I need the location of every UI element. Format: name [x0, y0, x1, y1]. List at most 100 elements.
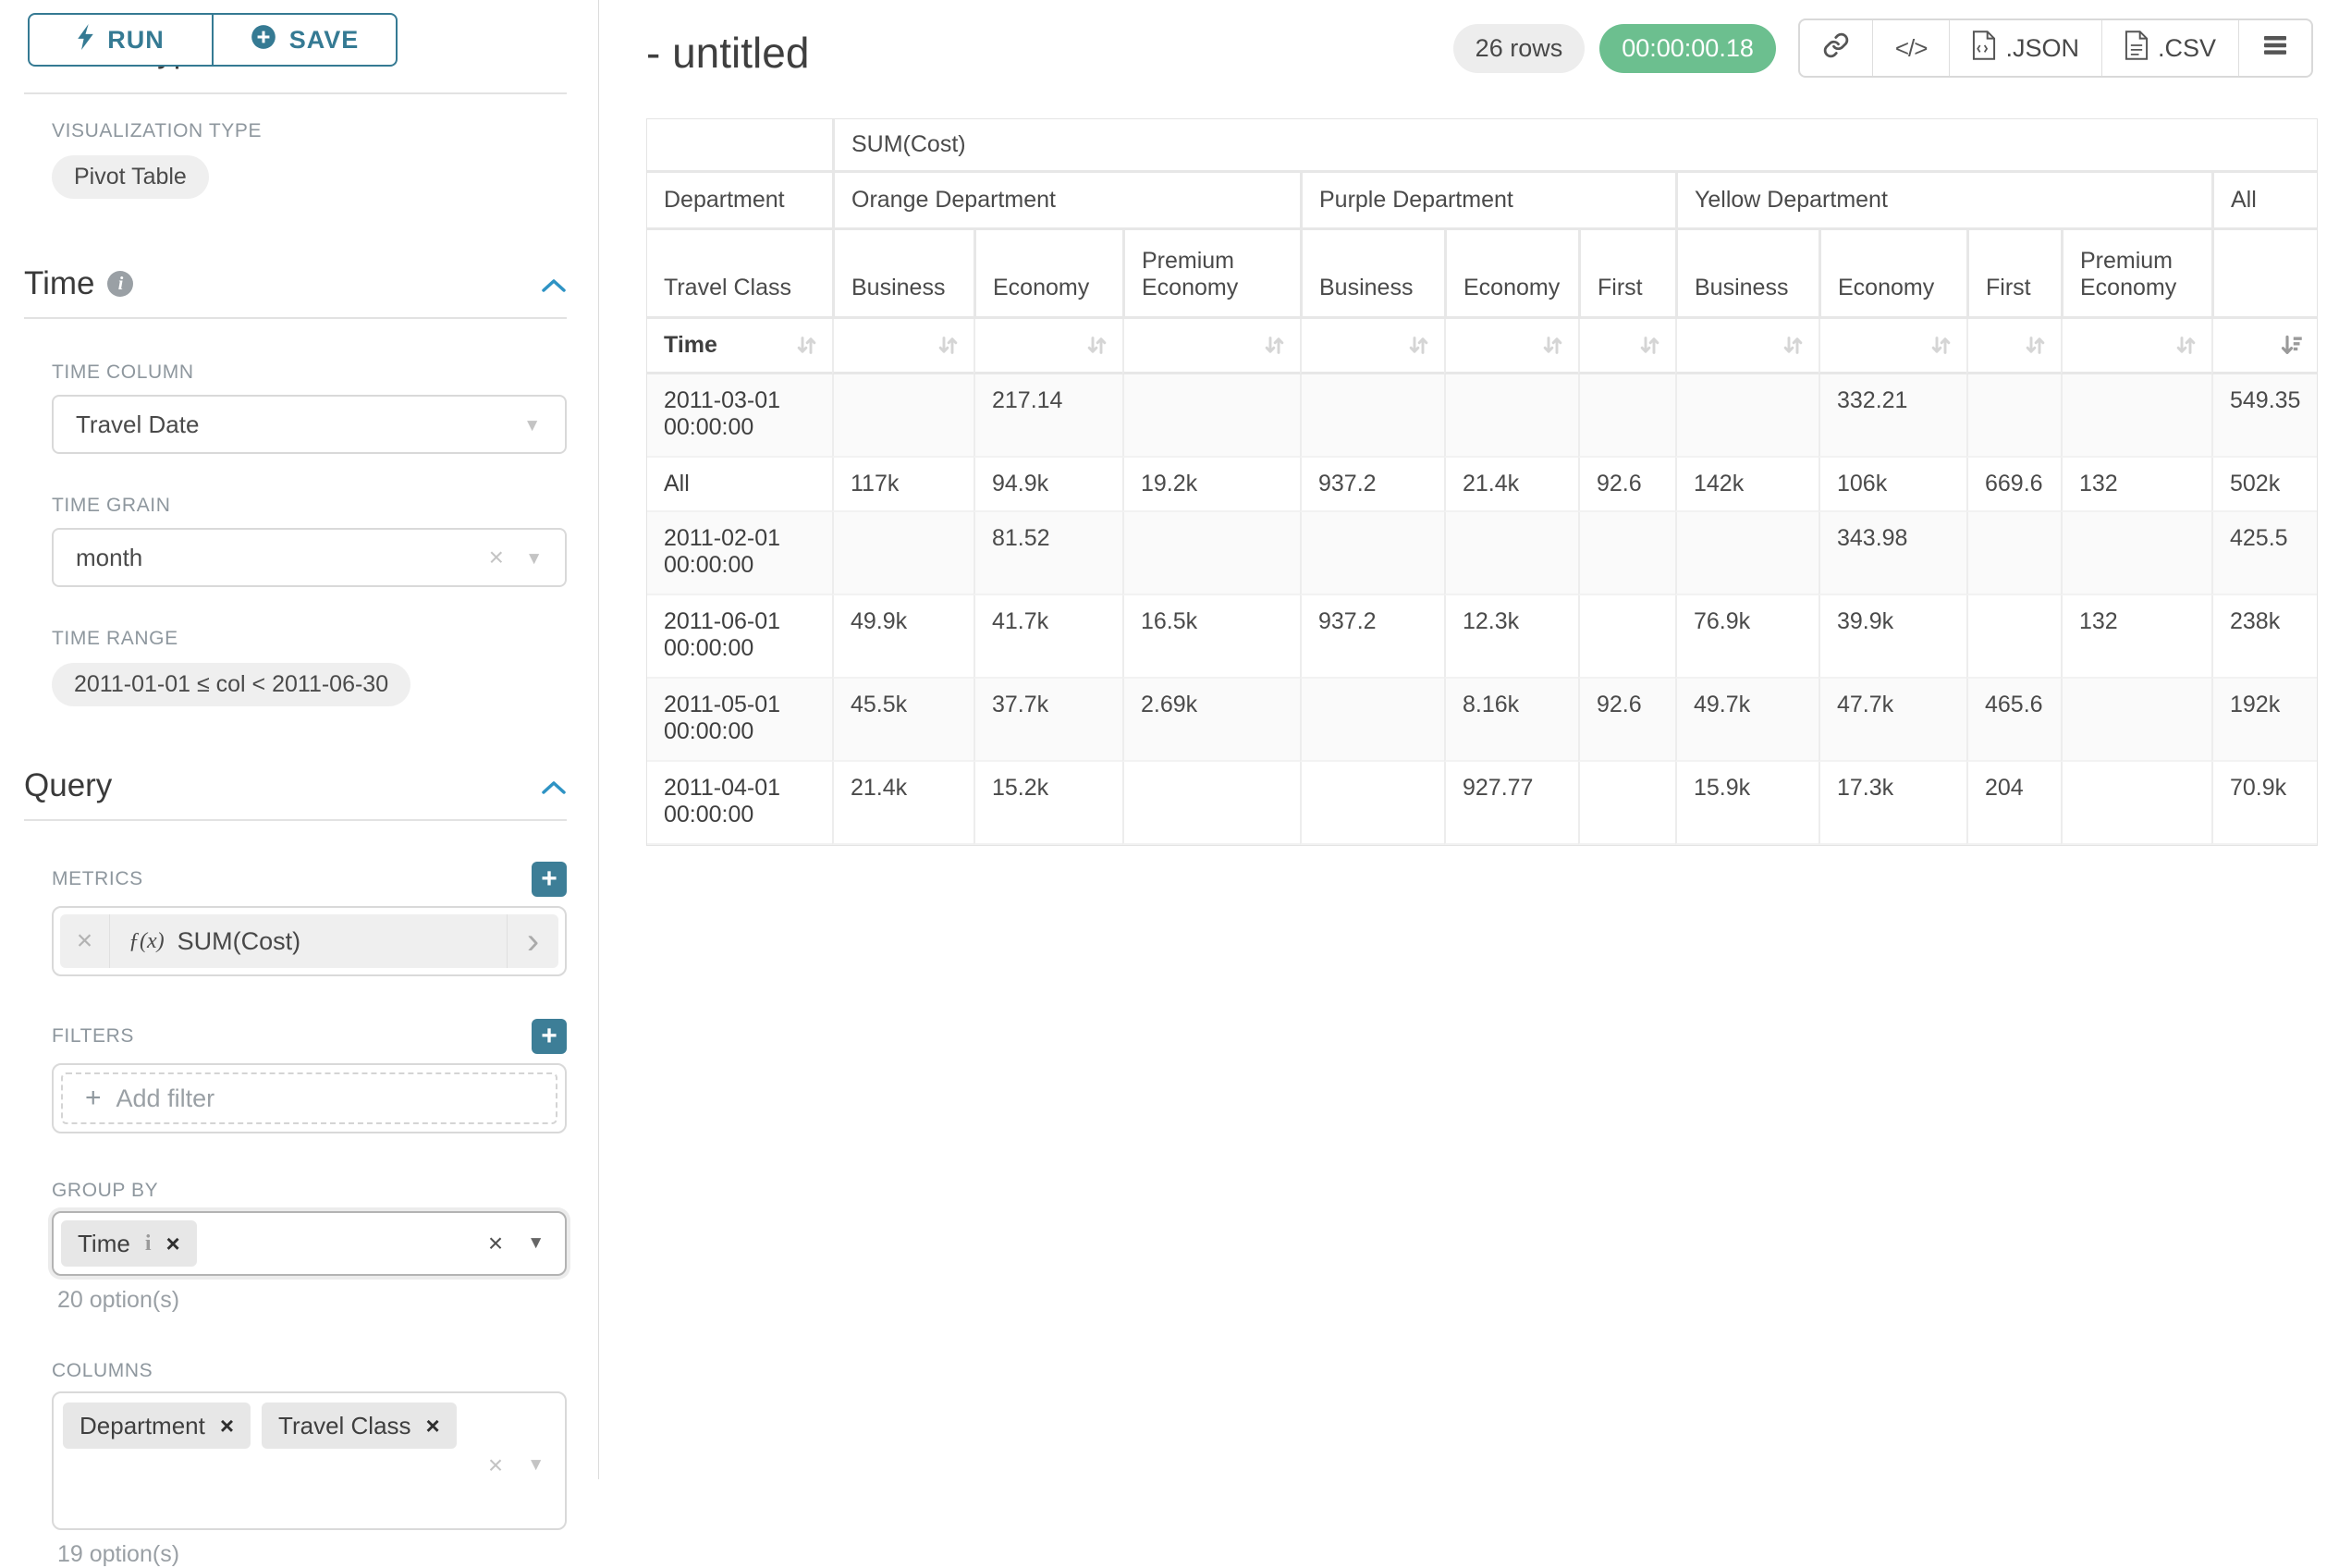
col-group-header: All [2211, 173, 2318, 230]
json-file-icon [1972, 30, 1996, 67]
pivot-cell: 92.6 [1578, 679, 1675, 762]
pivot-cell: 142k [1675, 458, 1819, 512]
sort-icon[interactable] [1463, 333, 1565, 358]
time-range-pill[interactable]: 2011-01-01 ≤ col < 2011-06-30 [52, 663, 411, 706]
view-query-button[interactable]: </> [1871, 20, 1950, 76]
col-header [2211, 230, 2318, 319]
pivot-cell: 8.16k [1444, 679, 1578, 762]
pivot-cell [1122, 512, 1300, 595]
col-header: Economy [974, 230, 1122, 319]
pivot-cell [1300, 512, 1444, 595]
pivot-cell: 41.7k [974, 595, 1122, 679]
query-section-header[interactable]: Query [24, 767, 567, 804]
time-grain-select[interactable]: month × ▼ [52, 528, 567, 587]
columns-chip: Department × [63, 1403, 251, 1449]
pivot-cell: 21.4k [1444, 458, 1578, 512]
run-button[interactable]: RUN [28, 13, 213, 67]
add-filter-plus-button[interactable]: + [532, 1019, 567, 1054]
pivot-table: SUM(Cost) Department Orange Department Purp… [646, 118, 2319, 846]
metric-header-cell: SUM(Cost) [832, 119, 2318, 173]
row-header: 2011-03-01 00:00:00 [647, 374, 832, 458]
query-section-title: Query [24, 767, 113, 803]
export-csv-button[interactable]: .CSV [2100, 20, 2238, 76]
sort-cell [1819, 319, 1966, 374]
remove-chip-icon[interactable]: × [165, 1229, 180, 1257]
pivot-cell [1444, 374, 1578, 458]
corner-cell [647, 119, 832, 173]
code-icon: </> [1894, 33, 1929, 62]
pivot-cell: 204 [1966, 762, 2061, 845]
time-section-title: Time [24, 265, 95, 301]
add-metric-button[interactable]: + [532, 862, 567, 897]
pivot-cell: 937.2 [1300, 595, 1444, 679]
sort-icon[interactable] [2079, 333, 2198, 358]
sort-cell [1122, 319, 1300, 374]
sort-icon[interactable] [1837, 333, 1953, 358]
col-group-header: Yellow Department [1675, 173, 2211, 230]
col-header: Premium Economy [2061, 230, 2211, 319]
menu-button[interactable] [2238, 20, 2311, 76]
info-icon: i [144, 1231, 152, 1256]
col-header: Business [1300, 230, 1444, 319]
time-section-header[interactable]: Time i [24, 265, 567, 302]
function-icon: ƒ(x) [129, 928, 165, 953]
pivot-cell [1966, 595, 2061, 679]
columns-option-count: 19 option(s) [57, 1541, 180, 1567]
export-toolbar: </> .JSON .CSV [1797, 18, 2313, 78]
clear-icon[interactable]: × [488, 543, 504, 571]
share-link-button[interactable] [1800, 20, 1872, 76]
group-by-chip: Time i × [61, 1220, 197, 1267]
sort-icon[interactable] [1318, 333, 1431, 358]
sort-cell [974, 319, 1122, 374]
row-count-badge: 26 rows [1452, 23, 1586, 73]
clear-icon[interactable]: × [487, 1229, 504, 1257]
table-row: 2011-05-01 00:00:00 45.5k 37.7k 2.69k 8.16k 9… [647, 679, 2318, 762]
pivot-cell [832, 512, 974, 595]
table-row: 2011-03-01 00:00:00 217.14 332.21 549.35 [647, 374, 2318, 458]
sort-icon[interactable] [851, 333, 961, 358]
remove-chip-icon[interactable]: × [219, 1411, 235, 1439]
pivot-cell [1444, 512, 1578, 595]
sort-icon[interactable] [794, 333, 819, 358]
export-json-button[interactable]: .JSON [1949, 20, 2101, 76]
pivot-cell [2061, 512, 2211, 595]
sort-cell [2061, 319, 2211, 374]
sort-icon[interactable] [992, 333, 1109, 358]
sort-icon[interactable] [1141, 333, 1287, 358]
expand-metric-icon[interactable]: › [507, 914, 558, 968]
col-group-header: Purple Department [1300, 173, 1675, 230]
chart-panel: - untitled 26 rows 00:00:00.18 </> .JSON [600, 0, 2339, 1479]
metrics-label: METRICS [52, 868, 143, 889]
col-header: Business [832, 230, 974, 319]
sort-icon[interactable] [1694, 333, 1806, 358]
metrics-control: × ƒ(x) SUM(Cost) › [52, 906, 567, 976]
pivot-cell: 132 [2061, 595, 2211, 679]
clear-icon[interactable]: × [487, 1451, 504, 1479]
viz-type-pill[interactable]: Pivot Table [52, 155, 209, 199]
pivot-cell: 425.5 [2211, 512, 2318, 595]
collapse-chevron-icon[interactable] [541, 265, 567, 302]
pivot-cell: 76.9k [1675, 595, 1819, 679]
pivot-cell: 12.3k [1444, 595, 1578, 679]
metric-chip[interactable]: × ƒ(x) SUM(Cost) › [60, 914, 558, 968]
group-by-select[interactable]: Time i × × ▼ [52, 1211, 567, 1276]
pivot-cell [1300, 762, 1444, 845]
chart-title[interactable]: - untitled [646, 29, 810, 77]
sort-cell [2211, 319, 2318, 374]
remove-metric-icon[interactable]: × [60, 914, 110, 968]
pivot-cell: 669.6 [1966, 458, 2061, 512]
filters-control: + Add filter [52, 1063, 567, 1133]
sort-desc-icon[interactable] [2230, 333, 2304, 358]
columns-select[interactable]: Department × Travel Class × × ▼ [52, 1391, 567, 1530]
table-row: 2011-02-01 00:00:00 81.52 343.98 425.5 [647, 512, 2318, 595]
sort-cell [1966, 319, 2061, 374]
time-column-select[interactable]: Travel Date ▼ [52, 395, 567, 454]
collapse-chevron-icon[interactable] [541, 767, 567, 804]
save-button[interactable]: SAVE [213, 13, 398, 67]
remove-chip-icon[interactable]: × [425, 1411, 440, 1439]
row-header: 2011-04-01 00:00:00 [647, 762, 832, 845]
sort-icon[interactable] [1597, 333, 1662, 358]
add-filter-button[interactable]: + Add filter [61, 1072, 557, 1124]
col-header: Business [1675, 230, 1819, 319]
sort-icon[interactable] [1985, 333, 2048, 358]
